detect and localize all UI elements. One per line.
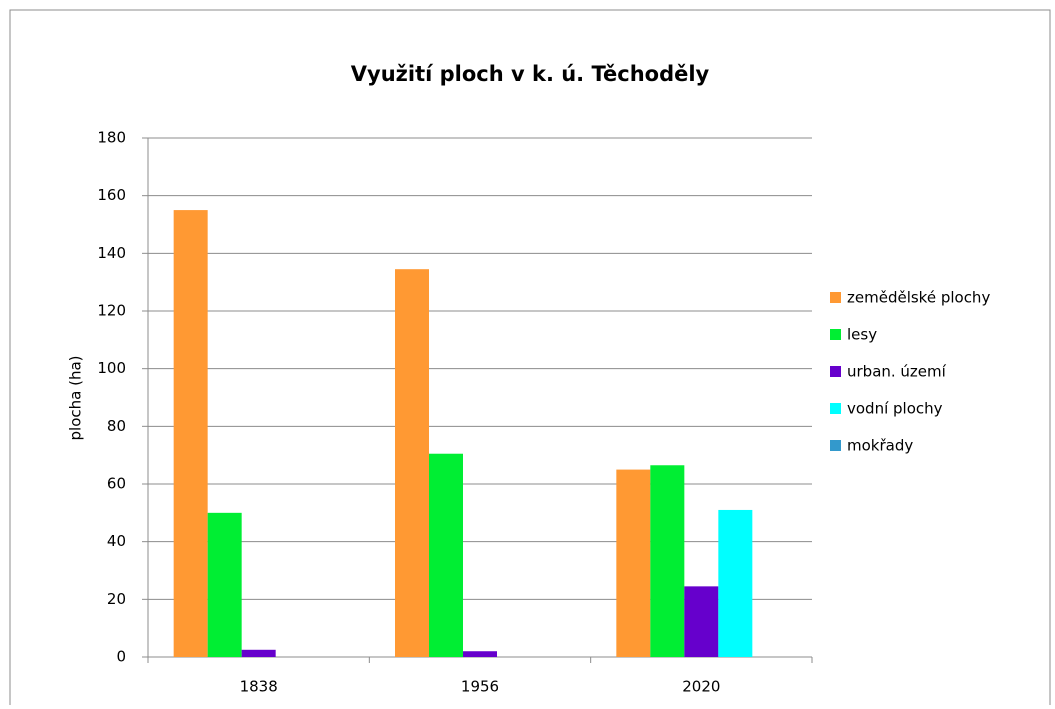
y-tick-label: 60 xyxy=(107,475,126,493)
bar xyxy=(241,649,276,657)
legend-swatch xyxy=(830,440,841,451)
bar xyxy=(684,586,719,657)
y-tick-label: 120 xyxy=(97,302,126,320)
legend-swatch xyxy=(830,329,841,340)
legend-swatch xyxy=(830,292,841,303)
x-tick-label: 1956 xyxy=(461,678,499,696)
bar xyxy=(718,509,753,657)
legend-label: zemědělské plochy xyxy=(847,289,990,307)
chart-title: Využití ploch v k. ú. Těchoděly xyxy=(351,62,710,86)
y-tick-label: 20 xyxy=(107,590,126,608)
legend-label: vodní plochy xyxy=(847,400,943,418)
bar xyxy=(616,469,651,657)
x-tick-label: 1838 xyxy=(240,678,278,696)
legend-label: mokřady xyxy=(847,437,913,455)
y-tick-label: 80 xyxy=(107,417,126,435)
bar xyxy=(650,465,685,657)
legend-swatch xyxy=(830,366,841,377)
y-tick-label: 100 xyxy=(97,359,126,377)
y-tick-label: 180 xyxy=(97,129,126,147)
chart-frame xyxy=(9,9,1051,709)
y-tick-label: 0 xyxy=(116,648,126,666)
y-tick-label: 140 xyxy=(97,244,126,262)
bar xyxy=(395,269,429,657)
y-tick-label: 40 xyxy=(107,532,126,550)
legend-label: urban. území xyxy=(847,363,947,381)
bar xyxy=(463,651,497,657)
legend-swatch xyxy=(830,403,841,414)
x-tick-label: 2020 xyxy=(682,678,720,696)
y-axis-label: plocha (ha) xyxy=(67,356,85,441)
y-tick-label: 160 xyxy=(97,186,126,204)
legend-label: lesy xyxy=(847,326,877,344)
bar xyxy=(429,453,463,657)
bar xyxy=(173,210,208,658)
bar xyxy=(207,512,242,657)
